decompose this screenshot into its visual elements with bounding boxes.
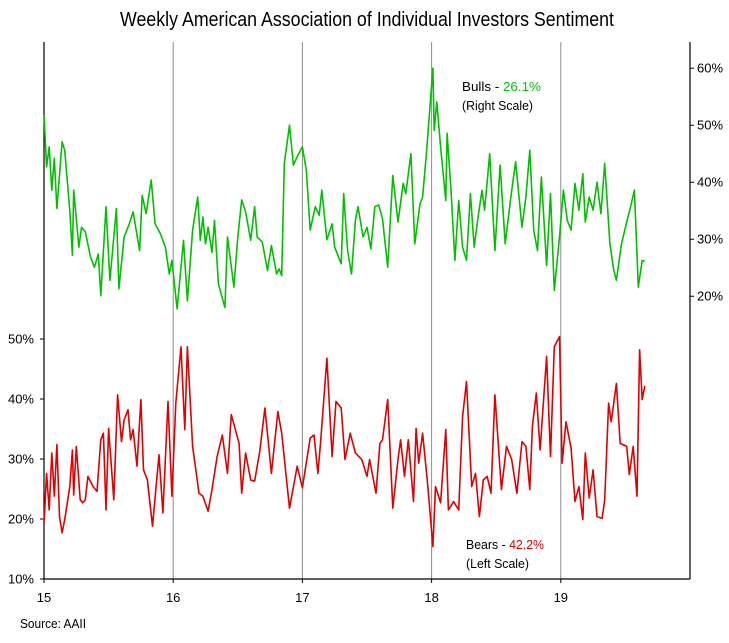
bulls-latest-value: 26.1% — [503, 80, 541, 94]
bears-series-line — [43, 335, 646, 548]
bears-scale-note: (Left Scale) — [466, 557, 529, 571]
x-tick-label: 15 — [37, 590, 51, 605]
bears-label: Bears - — [466, 538, 509, 552]
bulls-scale-note: (Right Scale) — [462, 99, 533, 113]
left-tick-label: 40% — [8, 392, 34, 407]
source-note: Source: AAII — [20, 617, 86, 631]
x-axis-ticks: 15 16 17 18 19 — [37, 579, 568, 605]
bears-legend-label: Bears - 42.2% — [466, 538, 544, 552]
left-tick-label: 20% — [8, 512, 34, 527]
axes — [43, 42, 691, 580]
x-tick-label: 16 — [166, 590, 180, 605]
year-gridlines — [172, 42, 562, 579]
chart-title: Weekly American Association of Individua… — [120, 9, 614, 31]
bulls-series-line — [43, 67, 646, 310]
right-tick-label: 50% — [697, 118, 723, 133]
right-tick-label: 20% — [697, 289, 723, 304]
right-tick-label: 60% — [697, 61, 723, 76]
left-axis-ticks: 10% 20% 30% 40% 50% — [8, 332, 44, 587]
bulls-label: Bulls - — [462, 80, 503, 94]
left-tick-label: 30% — [8, 452, 34, 467]
x-tick-label: 17 — [295, 590, 309, 605]
bulls-legend-label: Bulls - 26.1% — [462, 80, 541, 94]
x-tick-label: 19 — [554, 590, 568, 605]
bears-latest-value: 42.2% — [509, 538, 544, 552]
left-tick-label: 10% — [8, 572, 34, 587]
right-tick-label: 40% — [697, 175, 723, 190]
right-axis-ticks: 20% 30% 40% 50% 60% — [690, 61, 723, 304]
right-tick-label: 30% — [697, 232, 723, 247]
series-lines — [43, 67, 646, 548]
x-tick-label: 18 — [424, 590, 438, 605]
left-tick-label: 50% — [8, 332, 34, 347]
